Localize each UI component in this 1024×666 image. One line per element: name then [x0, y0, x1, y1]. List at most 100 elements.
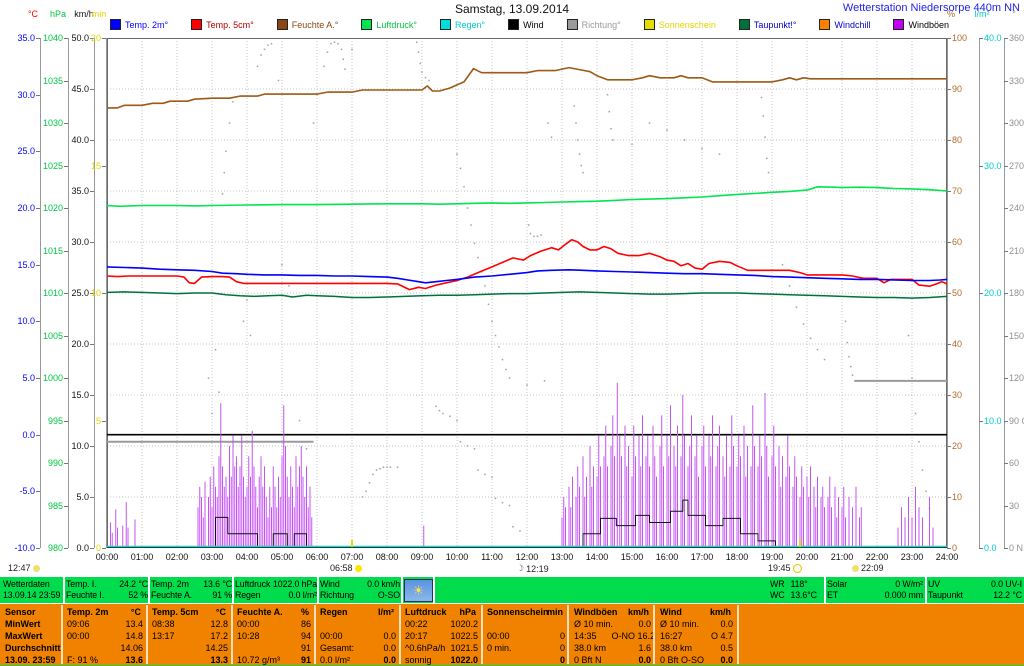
wind-direction-dot [372, 473, 374, 476]
tick-mark [36, 38, 40, 39]
tick-label: 20.0 [17, 203, 35, 213]
wind-direction-dot [368, 482, 371, 484]
wind-direction-dot [547, 122, 549, 124]
x-tick-label: 20:00 [795, 552, 819, 562]
legend-item-wind[interactable]: Wind [508, 19, 544, 30]
legend-swatch-icon [110, 19, 121, 30]
wind-direction-dot [223, 171, 225, 174]
tick-mark [90, 395, 94, 396]
table-value: km/h [709, 607, 731, 617]
marker-time: 12:47 [8, 563, 31, 573]
legend-label: Temp. 5cm° [206, 19, 254, 30]
tick-label: 25.0 [17, 146, 35, 157]
table-value: 0.0 [383, 655, 396, 665]
x-tick-label: 11:00 [481, 552, 503, 562]
info-value: 12.2 °C [993, 590, 1022, 600]
legend-item-temp-2m-[interactable]: Temp. 2m° [110, 19, 168, 30]
legend-item-luftdruck-[interactable]: Luftdruck° [361, 19, 417, 30]
legend-item-temp-5cm-[interactable]: Temp. 5cm° [191, 19, 254, 30]
wind-direction-dot [550, 136, 553, 138]
column-separator [737, 605, 739, 664]
wind-direction-dot [389, 466, 392, 468]
legend-item-windchill[interactable]: Windchill [819, 19, 870, 30]
legend-item-windb-en[interactable]: Windböen [893, 19, 949, 30]
legend-label: Regen° [455, 19, 486, 30]
weather-condition-icon: ☀ [404, 579, 433, 602]
axis-unit-%: % [946, 9, 956, 19]
tick-label: 240 [1009, 203, 1024, 213]
table-value: hPa [459, 607, 476, 617]
wind-direction-dot [449, 415, 451, 417]
legend-item-richtung-[interactable]: Richtung° [566, 19, 621, 30]
wind-direction-dot [573, 105, 575, 107]
info-value: 24.2 °C [119, 579, 148, 589]
tick-mark [947, 89, 951, 90]
tick-mark [64, 165, 68, 167]
wind-direction-dot [494, 334, 497, 337]
wind-direction-dot [456, 419, 458, 422]
marker-moonrise: 22:09 [852, 563, 884, 573]
tick-mark [36, 151, 40, 153]
wind-direction-dot [648, 122, 651, 124]
wind-direction-dot [501, 358, 504, 361]
wind-direction-dot [396, 466, 399, 468]
axis-line [68, 38, 69, 548]
legend-item-regen-[interactable]: Regen° [440, 19, 485, 30]
wind-direction-dot [473, 242, 476, 245]
tick-label: 330 [1009, 75, 1024, 86]
wind-direction-dot [477, 469, 479, 471]
column-separator [481, 605, 483, 664]
statistics-table: Sensor MinWert MaxWert Durchschnitt 13.09. 2… [0, 604, 1024, 665]
legend-item-feuchte-a-[interactable]: Feuchte A.° [276, 19, 338, 30]
info-label: UV [928, 579, 941, 589]
table-value: 0.0 [638, 655, 651, 665]
axis-unit-lm: l/m² [974, 9, 990, 19]
tick-label: 210 [1009, 245, 1024, 256]
legend-label: Temp. 2m° [125, 19, 169, 30]
x-tick-label: 21:00 [830, 552, 854, 562]
tick-label: 1015 [42, 245, 63, 256]
tick-label: 30 [952, 390, 963, 400]
temp-2m-line [107, 266, 947, 284]
wind-direction-dot [281, 263, 283, 266]
legend-item-taupunkt-[interactable]: Taupunkt!° [738, 19, 796, 30]
wind-direction-dot [249, 334, 252, 337]
table-text: 20:17 [405, 631, 428, 641]
info-label: Wind [320, 579, 340, 589]
marker-time: 19:45 [768, 563, 791, 573]
info-cell-wetterdaten: Wetterdaten 13.09.14 23:59 [3, 579, 63, 601]
table-text: ^0.6hPa/h [405, 643, 446, 653]
legend-item-sonnenschein[interactable]: Sonnenschein [643, 19, 716, 30]
info-cell-wr: WR 118° WC 13.6°C [770, 579, 824, 601]
info-value: 118° [790, 579, 808, 589]
table-text: Gesamt: [320, 643, 355, 653]
tick-mark [90, 242, 94, 243]
wind-direction-dot [911, 377, 913, 379]
tick-mark [64, 123, 68, 124]
tick-mark [1004, 548, 1008, 549]
tick-label: 985 [47, 500, 63, 511]
info-value: 0.000 mm [884, 590, 923, 600]
wind-direction-dot [762, 115, 764, 117]
info-label: Solar [827, 579, 848, 589]
legend-swatch-icon [440, 19, 452, 30]
wind-direction-dot [788, 285, 791, 287]
wind-direction-dot [850, 365, 852, 368]
x-tick-label: 13:00 [550, 552, 574, 562]
tick-mark [1004, 208, 1008, 209]
table-value: 14.8 [125, 631, 143, 641]
tick-mark [947, 395, 951, 396]
station-name: Wetterstation Niedersorpe 440m NN [842, 2, 1020, 14]
tick-label: 0 [952, 543, 958, 553]
tick-label: 20.0 [71, 339, 89, 349]
tick-mark [1004, 420, 1008, 422]
tick-mark [1004, 250, 1008, 252]
tick-label: 5 [95, 415, 101, 426]
table-value: l/m² [377, 607, 394, 617]
wind-direction-dot [459, 441, 462, 443]
x-tick-label: 14:00 [585, 552, 609, 562]
table-value: 94 [300, 631, 311, 641]
tick-label: 980 [47, 543, 63, 553]
wind-direction-dot [473, 448, 476, 450]
wind-direction-dot [764, 136, 766, 138]
